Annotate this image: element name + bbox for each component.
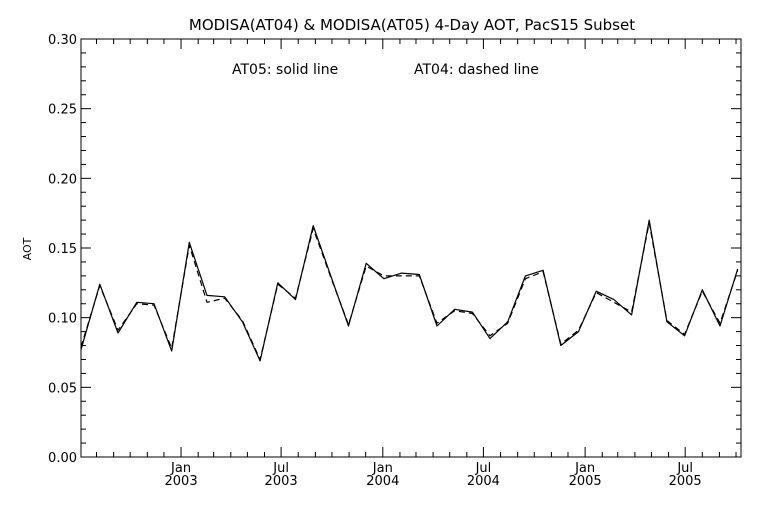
- plot-frame: [80, 38, 742, 458]
- y-axis-label: AOT: [21, 237, 34, 260]
- series-lines: [80, 219, 739, 362]
- solid-line-note: AT05: solid line: [232, 62, 338, 78]
- x-tick-month-label: Jul: [272, 461, 289, 476]
- y-tick-label: 0.25: [48, 103, 77, 118]
- chart-title: MODISA(AT04) & MODISA(AT05) 4-Day AOT, P…: [189, 16, 635, 34]
- y-tick-label: 0.00: [48, 451, 77, 466]
- y-tick-label: 0.15: [48, 242, 77, 257]
- series-line-at04: [80, 222, 739, 361]
- y-tick-label: 0.10: [48, 312, 77, 327]
- y-tick-label: 0.20: [48, 172, 77, 187]
- dashed-line-note: AT04: dashed line: [414, 62, 539, 78]
- x-tick-year-label: 2005: [569, 474, 602, 489]
- x-tick-year-label: 2004: [366, 474, 399, 489]
- x-tick-year-label: 2004: [467, 474, 500, 489]
- x-tick-month-label: Jan: [372, 461, 393, 476]
- x-tick-year-label: 2005: [669, 474, 702, 489]
- x-tick-year-label: 2003: [165, 474, 198, 489]
- x-tick-year-label: 2003: [265, 474, 298, 489]
- axis-ticks: 0.000.050.100.150.200.250.30Jan2003Jul20…: [48, 33, 741, 489]
- x-tick-month-label: Jan: [170, 461, 191, 476]
- y-tick-label: 0.30: [48, 33, 77, 48]
- series-line-at05: [80, 219, 739, 362]
- x-tick-month-label: Jul: [475, 461, 492, 476]
- y-tick-label: 0.05: [48, 381, 77, 396]
- x-tick-month-label: Jan: [574, 461, 595, 476]
- x-tick-month-label: Jul: [676, 461, 693, 476]
